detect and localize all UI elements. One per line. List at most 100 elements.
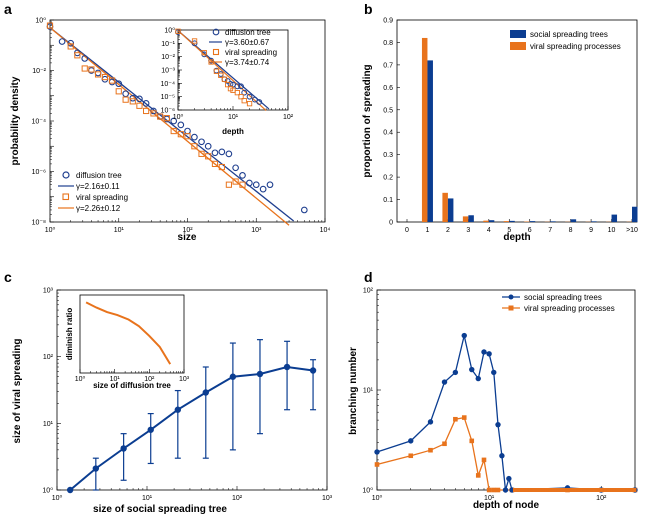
inset-point-circle xyxy=(256,99,263,105)
x-tick-label: 10² xyxy=(182,227,193,234)
data-point-square xyxy=(475,473,481,478)
inset-point-circle xyxy=(238,83,244,90)
x-tick-label: 10² xyxy=(596,495,607,502)
x-tick-label: 0 xyxy=(405,227,409,234)
y-tick-label: 10² xyxy=(363,288,374,295)
bar-viral xyxy=(503,221,510,222)
legend-swatch xyxy=(510,30,526,38)
bar-social xyxy=(509,220,515,222)
panel-b-xlabel: depth xyxy=(503,232,530,243)
data-point xyxy=(147,426,154,433)
panel-b-ylabel: proportion of spreading xyxy=(362,64,373,177)
x-tick-label: 10¹ xyxy=(114,227,125,234)
y-tick-label: 0.4 xyxy=(383,130,393,137)
legend-square-marker xyxy=(212,48,220,56)
panel-d-ylabel: branching number xyxy=(348,347,359,435)
data-point-circle xyxy=(232,164,239,172)
panel-letter-c: c xyxy=(4,269,12,285)
x-tick-label: 6 xyxy=(528,227,532,234)
x-tick-label: 9 xyxy=(589,227,593,234)
data-point-square xyxy=(163,115,170,122)
data-point-square xyxy=(469,438,475,444)
fit-line xyxy=(49,27,290,226)
data-point-square xyxy=(74,52,81,59)
bar-social xyxy=(447,198,454,222)
data-point-square xyxy=(46,22,54,29)
y-tick-label: 10⁰ xyxy=(164,27,175,35)
bar-viral xyxy=(442,192,448,222)
data-point-circle xyxy=(491,369,497,376)
data-point-circle xyxy=(177,121,185,129)
legend-item: social spreading trees xyxy=(530,30,608,39)
data-point-circle xyxy=(67,39,75,47)
data-point-square xyxy=(177,131,184,138)
data-point-circle xyxy=(218,148,226,156)
panel-a-inset-legend: diffusion tree γ=3.60±0.67 viral spreadi… xyxy=(209,28,277,67)
data-point-square xyxy=(205,153,212,160)
inset-point-circle xyxy=(246,93,253,100)
data-point-circle xyxy=(211,149,219,157)
panel-d-legend: social spreading trees viral spreading p… xyxy=(502,293,615,313)
panel-a-ylabel: probability density xyxy=(10,76,21,165)
data-point-square xyxy=(81,65,88,72)
data-point-circle xyxy=(374,449,380,455)
data-point-circle xyxy=(81,55,89,62)
data-point xyxy=(202,389,209,396)
y-tick-label: 0.5 xyxy=(383,107,393,114)
x-tick-label: 10² xyxy=(144,376,155,383)
data-point-square xyxy=(150,110,157,117)
data-point-square xyxy=(122,96,129,103)
y-tick-label: 10⁰ xyxy=(42,487,53,495)
panel-a-xlabel: size xyxy=(178,232,197,243)
legend-item: social spreading trees xyxy=(524,293,602,302)
panel-a-inset: 10⁰ 10¹ 10² 10⁻⁶ 10⁻⁵ 10⁻⁴ 10⁻³ 10⁻² 10⁻¹ 10⁰ dep… xyxy=(161,27,294,137)
legend-square-marker xyxy=(62,193,70,201)
y-tick-label: 10³ xyxy=(43,288,54,295)
data-point-circle xyxy=(225,150,233,158)
x-tick-label: 10² xyxy=(283,114,294,121)
panel-c-axes xyxy=(56,289,328,491)
y-tick-label: 10⁻⁴ xyxy=(32,119,47,126)
data-point-circle xyxy=(94,69,102,77)
x-tick-label: 10⁰ xyxy=(173,113,184,121)
data-point-square xyxy=(408,453,414,459)
legend-item: viral spreading xyxy=(76,193,128,202)
bar-social xyxy=(529,221,536,222)
panel-b-legend: social spreading trees viral spreading p… xyxy=(510,30,621,51)
data-point-circle xyxy=(204,142,212,150)
panel-c-ylabel: size of viral spreading xyxy=(12,338,23,443)
bar-social xyxy=(611,214,618,222)
inset-point-circle xyxy=(251,96,258,103)
data-point-square xyxy=(191,143,198,150)
data-point-circle xyxy=(122,90,130,98)
data-point xyxy=(66,486,74,494)
legend-circle-marker xyxy=(508,294,514,300)
data-point-circle xyxy=(452,369,459,376)
panel-d-axes xyxy=(376,289,636,491)
panel-c-chart: 10⁰ 10¹ 10² 10³ 10⁰ 10¹ 10² 10³ size of social … xyxy=(12,288,333,516)
data-point-square xyxy=(491,487,497,493)
x-tick-label: 10⁰ xyxy=(75,375,86,383)
x-tick-label: 10⁰ xyxy=(372,494,383,502)
inset-point-square xyxy=(175,28,181,34)
data-point-square xyxy=(374,462,380,467)
data-point-circle xyxy=(129,94,137,102)
data-point-square xyxy=(211,160,219,167)
x-tick-label: 10³ xyxy=(322,495,333,502)
y-tick-label: 0.8 xyxy=(383,40,393,47)
legend-item: viral spreading processes xyxy=(530,42,621,51)
x-tick-label: 3 xyxy=(466,227,470,234)
legend-square-marker xyxy=(508,305,514,311)
data-point-circle xyxy=(481,349,487,355)
x-tick-label: 10 xyxy=(608,227,616,234)
x-tick-label: 10⁴ xyxy=(320,227,331,234)
bar-social xyxy=(427,60,433,223)
y-tick-label: 0.6 xyxy=(383,85,393,92)
data-point-circle xyxy=(408,438,414,444)
data-point-circle xyxy=(469,366,475,373)
data-point-circle xyxy=(300,206,308,214)
data-point-square xyxy=(67,43,74,50)
x-tick-label: >10 xyxy=(626,227,638,234)
y-tick-label: 10⁻⁸ xyxy=(32,220,46,227)
data-point-square xyxy=(225,181,232,188)
